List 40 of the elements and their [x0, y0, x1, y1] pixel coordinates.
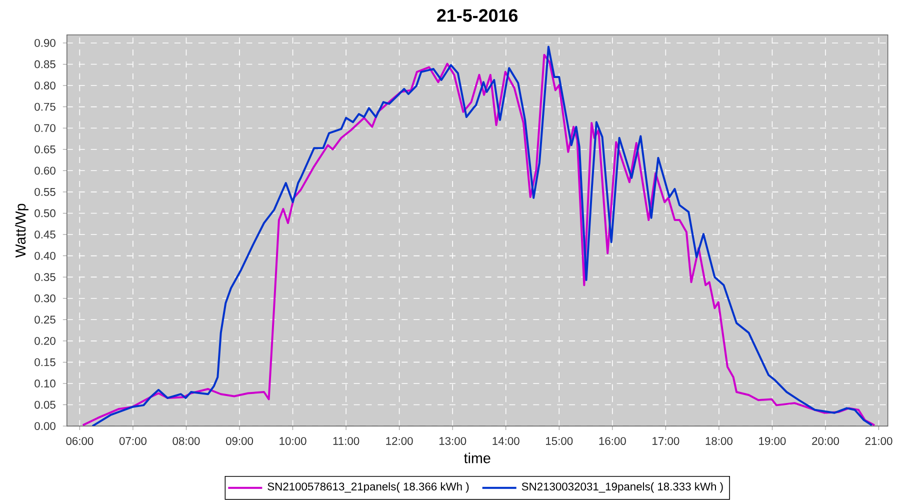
x-tick-label: 12:00 — [386, 437, 413, 445]
chart-title: 21-5-2016 — [437, 9, 518, 22]
x-tick-label: 10:00 — [280, 437, 306, 445]
y-tick-label: 0.90 — [34, 39, 56, 47]
y-tick-label: 0.60 — [34, 166, 56, 175]
x-tick-label: 13:00 — [439, 437, 466, 445]
x-tick-label: 11:00 — [333, 437, 360, 445]
x-tick-label: 08:00 — [172, 437, 200, 445]
x-tick-label: 16:00 — [599, 437, 626, 445]
y-tick-label: 0.70 — [34, 124, 56, 132]
x-axis-title: time — [464, 452, 490, 464]
y-tick-label: 0.85 — [34, 60, 56, 68]
legend-label: SN2130032031_19panels( 18.333 kWh ) — [522, 482, 723, 493]
y-tick-label: 0.45 — [34, 230, 56, 238]
y-tick-label: 0.80 — [34, 82, 56, 90]
y-tick-label: 0.20 — [34, 336, 56, 345]
x-tick-label: 14:00 — [492, 437, 520, 445]
y-tick-label: 0.40 — [34, 252, 56, 260]
y-tick-label: 0.10 — [34, 380, 56, 388]
x-tick-label: 18:00 — [706, 437, 732, 445]
legend-label: SN2100578613_21panels( 18.366 kWh ) — [268, 482, 469, 493]
y-tick-label: 0.30 — [34, 294, 56, 302]
y-tick-label: 0.05 — [34, 400, 56, 409]
x-tick-label: 21:00 — [865, 437, 892, 445]
y-tick-label: 0.75 — [34, 102, 56, 111]
x-tick-label: 20:00 — [812, 437, 840, 445]
y-tick-label: 0.35 — [34, 273, 56, 281]
y-tick-label: 0.25 — [34, 316, 56, 324]
y-axis-title: Watt/Wp — [15, 204, 28, 258]
x-tick-label: 15:00 — [546, 437, 573, 445]
x-tick-label: 06:00 — [66, 437, 94, 445]
x-tick-label: 17:00 — [652, 437, 680, 445]
y-tick-label: 0.00 — [34, 422, 56, 430]
x-tick-label: 07:00 — [119, 437, 146, 445]
x-tick-label: 19:00 — [759, 437, 786, 445]
y-tick-label: 0.65 — [34, 145, 56, 154]
y-tick-label: 0.55 — [34, 188, 56, 196]
y-tick-label: 0.15 — [34, 358, 56, 366]
y-tick-label: 0.50 — [34, 209, 56, 218]
x-tick-label: 09:00 — [226, 437, 254, 445]
